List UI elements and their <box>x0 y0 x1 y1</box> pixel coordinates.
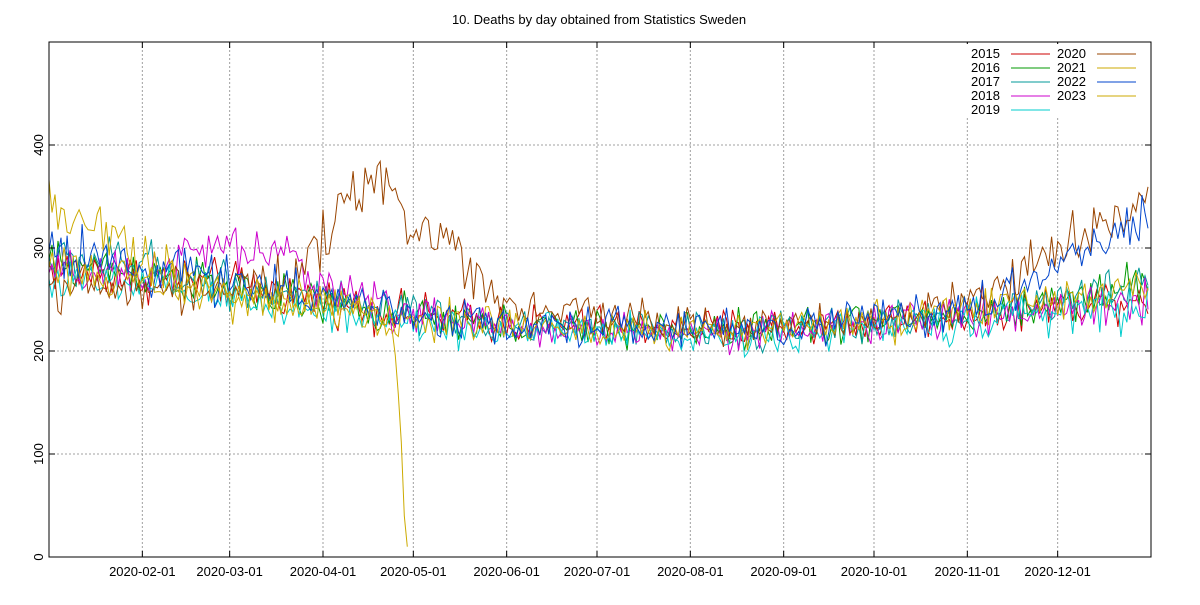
series-line-2018 <box>48 227 1149 356</box>
legend-label-2023: 2023 <box>1057 88 1086 103</box>
x-tick-label: 2020-10-01 <box>841 564 908 579</box>
chart-title: 10. Deaths by day obtained from Statisti… <box>452 12 746 27</box>
y-tick-label: 300 <box>31 237 46 259</box>
y-tick-label: 100 <box>31 443 46 465</box>
x-tick-label: 2020-09-01 <box>750 564 817 579</box>
x-tick-label: 2020-08-01 <box>657 564 724 579</box>
legend-label-2016: 2016 <box>971 60 1000 75</box>
x-tick-label: 2020-05-01 <box>380 564 447 579</box>
series-lines <box>48 159 1149 547</box>
legend-label-2018: 2018 <box>971 88 1000 103</box>
series-line-2023 <box>48 247 408 547</box>
x-tick-label: 2020-03-01 <box>196 564 263 579</box>
legend-label-2015: 2015 <box>971 46 1000 61</box>
grid-lines <box>49 42 1151 557</box>
series-line-2015 <box>48 255 1149 345</box>
x-tick-label: 2020-06-01 <box>473 564 540 579</box>
x-tick-label: 2020-04-01 <box>290 564 357 579</box>
x-tick-label: 2020-12-01 <box>1024 564 1091 579</box>
y-tick-label: 400 <box>31 134 46 156</box>
legend-label-2019: 2019 <box>971 102 1000 117</box>
y-tick-label: 0 <box>31 553 46 560</box>
plot-border <box>48 41 1152 558</box>
series-line-2021 <box>48 179 1149 353</box>
legend-label-2020: 2020 <box>1057 46 1086 61</box>
legend-label-2021: 2021 <box>1057 60 1086 75</box>
x-tick-label: 2020-11-01 <box>935 564 1001 579</box>
legend-label-2017: 2017 <box>971 74 1000 89</box>
x-tick-label: 2020-02-01 <box>109 564 176 579</box>
x-tick-label: 2020-07-01 <box>564 564 631 579</box>
y-tick-label: 200 <box>31 340 46 362</box>
legend-background <box>966 44 1148 118</box>
axes: 0 100 200 300 400 2020-02-01 2020-03-01 2020-04… <box>31 41 1152 579</box>
legend-label-2022: 2022 <box>1057 74 1086 89</box>
series-line-2022 <box>48 195 1149 349</box>
